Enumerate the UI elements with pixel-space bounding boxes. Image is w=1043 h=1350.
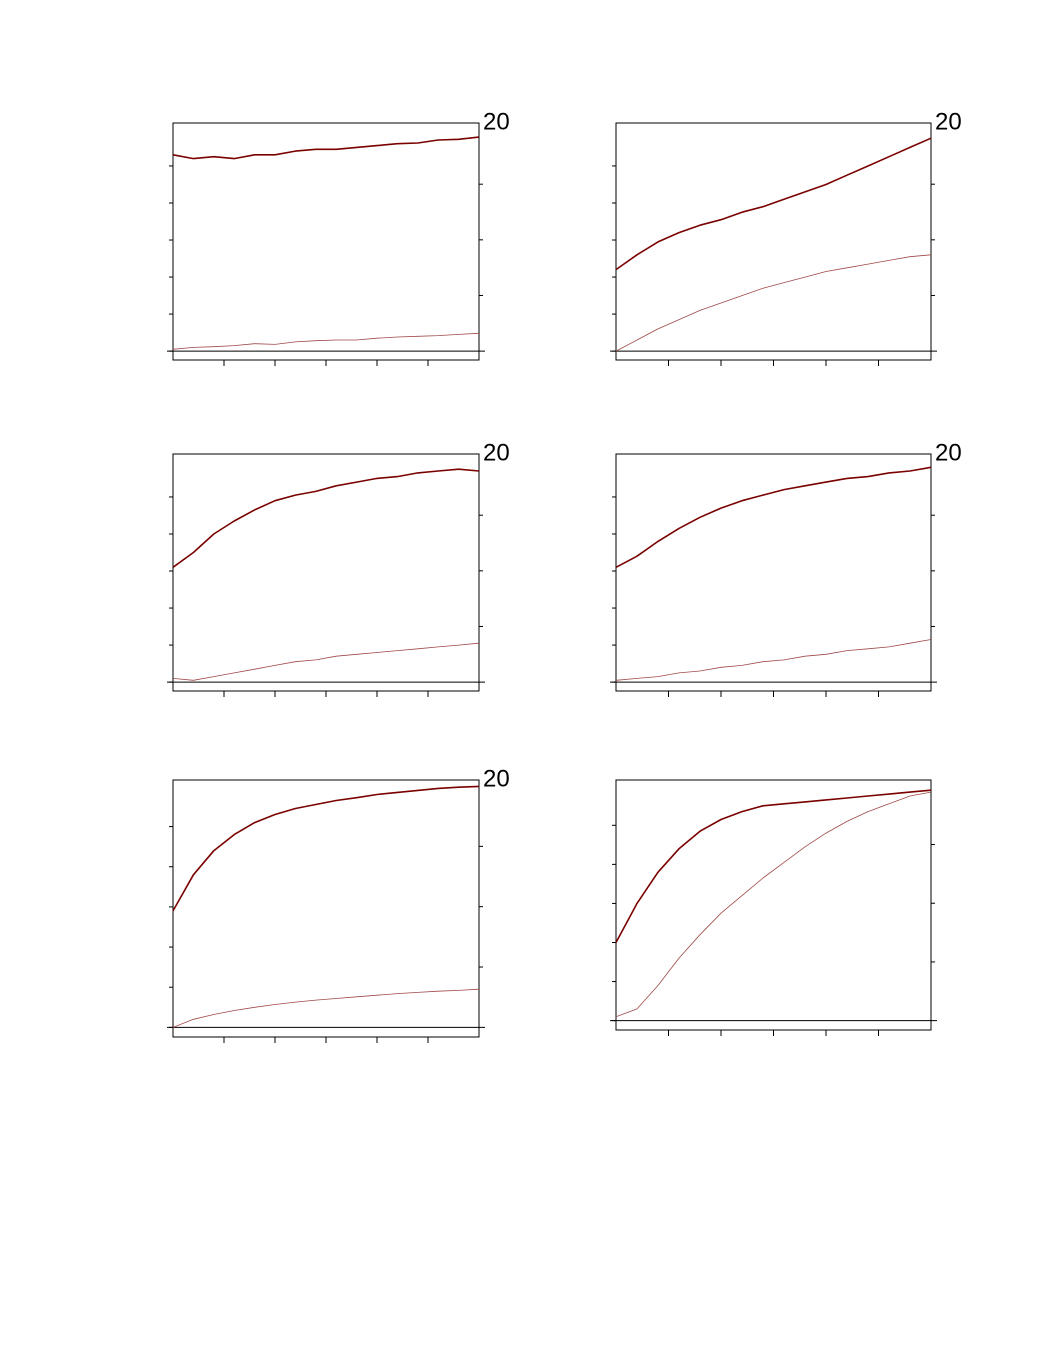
series-line: [615, 639, 932, 681]
series-line: [172, 136, 480, 160]
plot-frame: [172, 779, 480, 1038]
annotation: 20: [483, 108, 510, 135]
series-line: [615, 466, 932, 569]
annotation: 20: [483, 439, 510, 466]
plot-frame: [172, 453, 480, 692]
series-line: [172, 988, 480, 1028]
series-line: [615, 791, 932, 1018]
series-line: [172, 332, 480, 350]
series-line: [172, 642, 480, 681]
annotation: 20: [935, 439, 962, 466]
series-line: [615, 137, 932, 271]
series-line: [172, 468, 480, 568]
series-line: [615, 254, 932, 352]
annotation: 20: [483, 765, 510, 792]
series-line: [615, 789, 932, 943]
plot-frame: [615, 779, 932, 1031]
series-line: [172, 785, 480, 912]
plot-frame: [172, 122, 480, 361]
annotation: 20: [935, 108, 962, 135]
plot-frame: [615, 453, 932, 692]
